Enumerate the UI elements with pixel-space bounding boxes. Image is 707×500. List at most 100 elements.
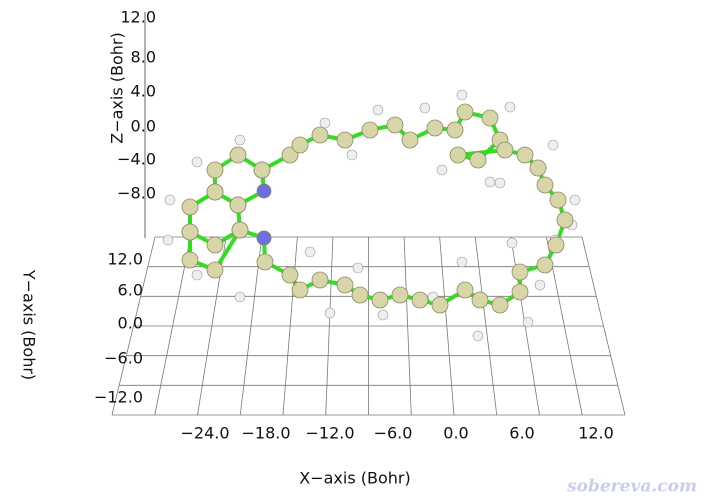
carbon-atom — [426, 119, 444, 137]
y-tick-label: 0.0 — [118, 314, 143, 333]
carbon-atom — [511, 283, 529, 301]
carbon-atom — [516, 146, 534, 164]
y-tick-label: 6.0 — [118, 281, 143, 300]
nitrogen-atom — [256, 183, 272, 199]
hydrogen-atom — [456, 256, 468, 268]
carbon-atom — [431, 296, 449, 314]
carbon-atom — [351, 286, 369, 304]
hydrogen-atom — [569, 194, 581, 206]
hydrogen-atom — [324, 307, 336, 319]
carbon-atom — [456, 103, 474, 121]
carbon-atom — [456, 281, 474, 299]
carbon-atom — [206, 236, 224, 254]
x-tick-label: 12.0 — [578, 424, 614, 443]
carbon-atom — [181, 251, 199, 269]
hydrogen-atom — [504, 101, 516, 113]
molecule — [162, 89, 581, 342]
x-tick-label: 0.0 — [443, 424, 468, 443]
carbon-atom — [311, 271, 329, 289]
z-tick-label: −8.0 — [117, 184, 156, 203]
hydrogen-atom — [372, 104, 384, 116]
carbon-atom — [549, 191, 567, 209]
carbon-atom — [511, 263, 529, 281]
z-tick-label: 12.0 — [120, 8, 156, 27]
carbon-atom — [206, 183, 224, 201]
z-tick-label: 4.0 — [131, 82, 156, 101]
carbon-atom — [291, 281, 309, 299]
carbon-atom — [229, 146, 247, 164]
carbon-atom — [536, 176, 554, 194]
hydrogen-atom — [234, 134, 246, 146]
carbon-atom — [281, 266, 299, 284]
carbon-atom — [253, 161, 271, 179]
hydrogen-atom — [162, 234, 174, 246]
x-tick-label: −12.0 — [305, 424, 354, 443]
x-tick-label: −18.0 — [241, 424, 290, 443]
y-tick-label: −6.0 — [104, 349, 143, 368]
carbon-atom — [449, 146, 467, 164]
carbon-atom — [391, 286, 409, 304]
x-tick-label: 6.0 — [509, 424, 534, 443]
hydrogen-atom — [319, 117, 331, 129]
x-tick-label: −6.0 — [374, 424, 413, 443]
hydrogen-atom — [419, 102, 431, 114]
hydrogen-atom — [494, 177, 506, 189]
carbon-atom — [231, 221, 249, 239]
hydrogen-atom — [191, 156, 203, 168]
hydrogen-atom — [164, 194, 176, 206]
carbon-atom — [556, 211, 574, 229]
carbon-atom — [496, 141, 514, 159]
carbon-atom — [256, 253, 274, 271]
hydrogen-atom — [547, 139, 559, 151]
hydrogen-atom — [346, 149, 358, 161]
y-tick-label: 12.0 — [107, 250, 143, 269]
carbon-atom — [536, 256, 554, 274]
hydrogen-atom — [304, 246, 316, 258]
carbon-atom — [181, 223, 199, 241]
z-tick-label: −4.0 — [117, 150, 156, 169]
carbon-atom — [481, 109, 499, 127]
carbon-atom — [471, 291, 489, 309]
hydrogen-atom — [377, 309, 389, 321]
y-tick-label: −12.0 — [94, 388, 143, 407]
carbon-atom — [206, 161, 224, 179]
hydrogen-atom — [534, 279, 546, 291]
carbon-atom — [411, 291, 429, 309]
carbon-atom — [181, 198, 199, 216]
carbon-atom — [361, 121, 379, 139]
z-tick-label: 8.0 — [131, 48, 156, 67]
hydrogen-atom — [522, 316, 534, 328]
x-tick-label: −24.0 — [180, 424, 229, 443]
hydrogen-atom — [436, 164, 448, 176]
z-tick-label: 0.0 — [131, 117, 156, 136]
carbon-atom — [336, 131, 354, 149]
carbon-atom — [311, 126, 329, 144]
nitrogen-atom — [256, 230, 272, 246]
hydrogen-atom — [234, 291, 246, 303]
z-axis-title: Z−axis (Bohr) — [108, 32, 127, 143]
bond — [213, 153, 264, 192]
x-axis-title: X−axis (Bohr) — [299, 469, 410, 488]
carbon-atom — [336, 276, 354, 294]
hydrogen-atom — [456, 89, 468, 101]
carbon-atom — [281, 146, 299, 164]
hydrogen-atom — [352, 262, 364, 274]
hydrogen-atom — [506, 237, 518, 249]
carbon-atom — [446, 121, 464, 139]
carbon-atom — [469, 151, 487, 169]
carbon-atom — [291, 136, 309, 154]
carbon-atom — [529, 159, 547, 177]
carbon-atom — [229, 196, 247, 214]
watermark: sobereva.com — [566, 477, 697, 497]
hydrogen-atom — [472, 330, 484, 342]
carbon-atom — [371, 291, 389, 309]
hydrogen-atom — [484, 176, 496, 188]
carbon-atom — [386, 116, 404, 134]
carbon-atom — [547, 236, 565, 254]
carbon-atom — [206, 261, 224, 279]
carbon-atom — [491, 296, 509, 314]
y-axis-title: Y−axis (Bohr) — [20, 269, 39, 380]
hydrogen-atom — [191, 269, 203, 281]
carbon-atom — [401, 131, 419, 149]
